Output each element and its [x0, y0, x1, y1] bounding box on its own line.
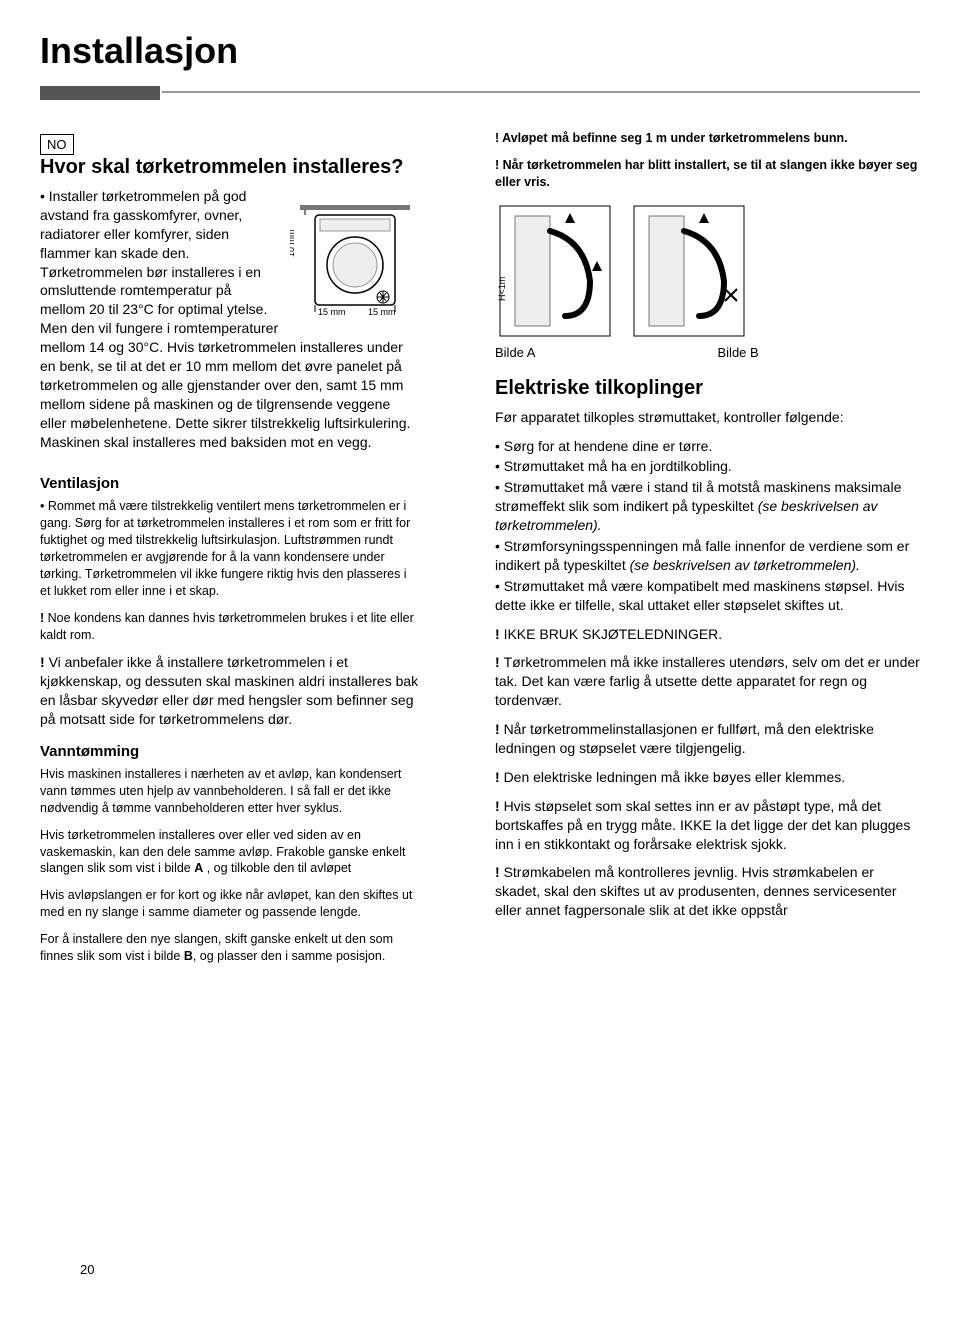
warning-moulded-plug: Hvis støpselet som skal settes inn er av… — [495, 797, 920, 854]
warning-no-bend: Den elektriske ledningen må ikke bøyes e… — [495, 768, 920, 787]
right-column: Avløpet må befinne seg 1 m under tørketr… — [495, 130, 920, 975]
svg-text:15 mm: 15 mm — [318, 307, 346, 317]
hose-diagram-b-icon — [629, 201, 749, 341]
hose-bend-warning: Når tørketrommelen har blitt installert,… — [495, 157, 920, 191]
install-location-warning: Vi anbefaler ikke å installere tørketrom… — [40, 653, 420, 729]
ventilation-warning: Noe kondens kan dannes hvis tørketrommel… — [40, 610, 420, 644]
page-title: Installasjon — [40, 30, 920, 72]
electrical-heading: Elektriske tilkoplinger — [495, 376, 920, 400]
svg-text:15 mm: 15 mm — [368, 307, 396, 317]
bullet-voltage: Strømforsyningsspenningen må falle innen… — [495, 537, 920, 575]
drain-para3: Hvis avløpslangen er for kort og ikke nå… — [40, 887, 420, 921]
title-divider — [40, 86, 920, 100]
warning-no-extension: IKKE BRUK SKJØTELEDNINGER. — [495, 625, 920, 644]
dryer-clearance-icon: 10 mm 15 mm 15 mm — [290, 187, 420, 317]
drain-height-warning: Avløpet må befinne seg 1 m under tørketr… — [495, 130, 920, 147]
section-heading-placement: Hvor skal tørketrommelen installeres? — [40, 155, 420, 179]
hose-diagram-a-icon: H<1m — [495, 201, 615, 341]
left-column: NO Hvor skal tørketrommelen installeres?… — [40, 130, 465, 975]
ventilation-heading: Ventilasjon — [40, 475, 420, 492]
svg-text:10 mm: 10 mm — [290, 229, 296, 257]
drain-para1: Hvis maskinen installeres i nærheten av … — [40, 766, 420, 817]
electrical-bullets: Sørg for at hendene dine er tørre. Strøm… — [495, 437, 920, 615]
electrical-intro: Før apparatet tilkoples strømuttaket, ko… — [495, 408, 920, 427]
clearance-diagram: 10 mm 15 mm 15 mm — [290, 187, 420, 322]
language-badge: NO — [40, 134, 74, 155]
bullet-dry-hands: Sørg for at hendene dine er tørre. — [495, 437, 920, 456]
ventilation-text: Rommet må være tilstrekkelig ventilert m… — [40, 498, 420, 599]
drain-para2: Hvis tørketrommelen installeres over ell… — [40, 827, 420, 878]
svg-text:H<1m: H<1m — [497, 276, 507, 300]
bullet-max-power: Strømuttaket må være i stand til å motst… — [495, 478, 920, 535]
hose-diagrams-row: H<1m — [495, 201, 920, 341]
warning-accessible: Når tørketrommelinstallasjonen er fullfø… — [495, 720, 920, 758]
ventilation-bullet: Rommet må være tilstrekkelig ventilert m… — [40, 498, 420, 599]
bullet-plug-compat: Strømuttaket må være kompatibelt med mas… — [495, 577, 920, 615]
diagram-captions: Bilde A Bilde B — [495, 345, 920, 360]
page-number: 20 — [80, 1262, 94, 1277]
caption-b: Bilde B — [718, 345, 921, 360]
warning-outdoor: Tørketrommelen må ikke installeres utend… — [495, 653, 920, 710]
drain-heading: Vanntømming — [40, 743, 420, 760]
drain-para4: For å installere den nye slangen, skift … — [40, 931, 420, 965]
content-columns: NO Hvor skal tørketrommelen installeres?… — [40, 130, 920, 975]
caption-a: Bilde A — [495, 345, 698, 360]
bullet-earth: Strømuttaket må ha en jordtilkobling. — [495, 457, 920, 476]
warning-cable-check: Strømkabelen må kontrolleres jevnlig. Hv… — [495, 863, 920, 920]
